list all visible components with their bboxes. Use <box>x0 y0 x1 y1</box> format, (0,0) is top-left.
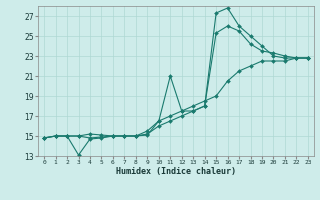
X-axis label: Humidex (Indice chaleur): Humidex (Indice chaleur) <box>116 167 236 176</box>
